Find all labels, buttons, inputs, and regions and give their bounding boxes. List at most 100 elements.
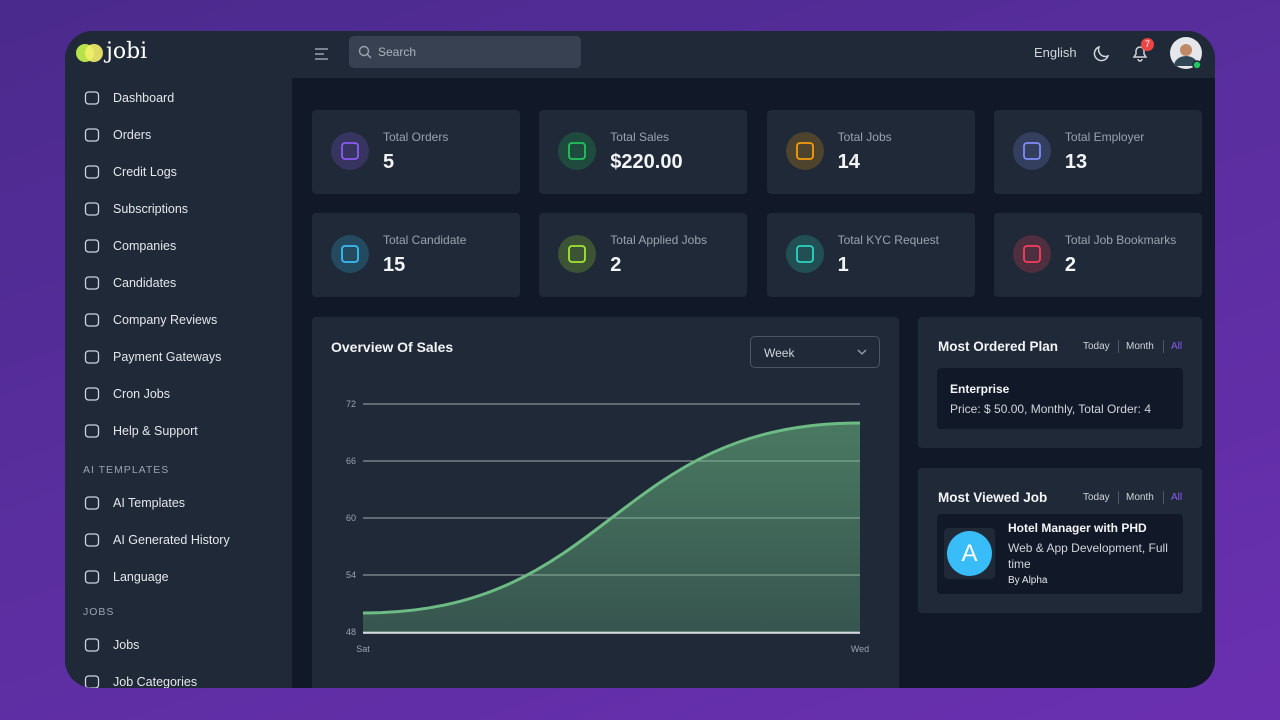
icon-bg: [331, 235, 369, 273]
search-placeholder: Search: [378, 45, 417, 59]
icon-shape: [84, 350, 100, 364]
job-company: By Alpha: [1008, 575, 1048, 586]
icon-glyph: [341, 142, 359, 160]
icon-shape: [84, 675, 100, 688]
stat-value: 2: [1064, 254, 1077, 276]
menu-icon: [84, 638, 100, 652]
panel-title: Most Viewed Job: [938, 490, 1048, 505]
icon-shape: [84, 496, 100, 510]
filter-tab[interactable]: Month: [1126, 492, 1154, 503]
icon-shape: [84, 239, 100, 253]
y-tick-label: 48: [346, 627, 356, 637]
filter-tab[interactable]: Today: [1083, 341, 1110, 352]
stat-card: Total Sales $220.00: [539, 110, 748, 194]
stat-label: Total Applied Jobs: [610, 233, 708, 247]
menu-icon: [84, 128, 100, 142]
stat-icon: [1012, 235, 1051, 273]
job-avatar-box: A: [944, 528, 995, 579]
search-icon: [358, 45, 372, 59]
search-box[interactable]: Search: [349, 36, 581, 68]
icon-shape: [84, 424, 100, 438]
language[interactable]: English: [1034, 45, 1077, 60]
menu-item[interactable]: Candidates: [113, 276, 177, 290]
icon-shape: [84, 570, 100, 584]
menu-icon: [84, 313, 100, 327]
chart: 48 54 60 66 72 Sat Wed: [346, 399, 869, 654]
menu-item[interactable]: Company Reviews: [113, 313, 218, 327]
stat-label: Total Employer: [1064, 130, 1145, 144]
stat-card: Total Applied Jobs 2: [539, 213, 748, 297]
menu-icon: [84, 496, 100, 510]
avatar-letter: A: [961, 540, 978, 567]
logo-mark: [76, 44, 103, 62]
y-tick-label: 60: [346, 513, 356, 523]
job-avatar: A: [947, 531, 992, 576]
stat-label: Total Sales: [610, 130, 669, 144]
menu-item[interactable]: AI Templates: [113, 496, 186, 510]
icon-bg: [558, 132, 597, 170]
job-card[interactable]: A Hotel Manager with PHD Web & App Develop…: [937, 514, 1183, 594]
icon-bg: [331, 132, 369, 170]
notification-badge: 7: [1141, 38, 1154, 51]
avatar: [1170, 37, 1202, 70]
icon-shape: [84, 91, 100, 105]
stat-value: 14: [837, 151, 860, 173]
menu-item[interactable]: Language: [113, 570, 169, 584]
notifications: [1132, 46, 1148, 62]
period-value: Week: [764, 346, 795, 360]
icon-shape: [84, 638, 100, 652]
app-window: jobi Dashboard Orders Credit Logs Subscripti…: [65, 31, 1215, 688]
menu-icon: [84, 570, 100, 584]
menu-item[interactable]: Companies: [113, 239, 177, 253]
menu-item[interactable]: Help & Support: [113, 424, 198, 438]
stat-value: 1: [837, 254, 849, 276]
stat-icon: [558, 132, 597, 170]
search-glass: [358, 45, 370, 57]
stat-card: Total KYC Request 1: [766, 213, 975, 297]
plan-card: Enterprise Price: $ 50.00, Monthly, Total…: [937, 368, 1183, 429]
menu-item[interactable]: Payment Gateways: [113, 350, 222, 364]
area: [363, 423, 860, 632]
x-tick-label: Sat: [356, 644, 370, 654]
brand: jobi: [106, 39, 148, 64]
icon-shape: [84, 533, 100, 547]
filter-tab[interactable]: Today: [1083, 492, 1110, 503]
menu-item[interactable]: Dashboard: [113, 91, 175, 105]
menu-item[interactable]: AI Generated History: [113, 533, 230, 547]
icon-shape: [84, 313, 100, 327]
icon-glyph: [795, 142, 814, 160]
menu-item[interactable]: Cron Jobs: [113, 387, 170, 401]
period-select[interactable]: Week: [750, 336, 880, 368]
search-handle: [367, 54, 372, 59]
online-dot: [1192, 60, 1202, 70]
stat-icon: [785, 235, 824, 273]
sidebar: jobi Dashboard Orders Credit Logs Subscripti…: [65, 31, 292, 688]
filter-tab[interactable]: All: [1171, 341, 1183, 352]
section-heading: JOBS: [83, 606, 115, 618]
chevron: [857, 349, 867, 355]
menu-icon: [84, 533, 100, 547]
menu-item[interactable]: Job Categories: [113, 675, 198, 688]
menu-item[interactable]: Subscriptions: [113, 202, 189, 216]
stat-card: Total Candidate 15: [312, 213, 520, 297]
menu-item[interactable]: Orders: [113, 128, 152, 142]
menu-item[interactable]: Credit Logs: [113, 165, 177, 179]
menu-icon: [84, 276, 100, 290]
icon-shape: [84, 387, 100, 401]
icon-glyph: [795, 245, 814, 263]
y-tick-label: 66: [346, 456, 356, 466]
header: Search English 7: [292, 31, 1215, 78]
icon-glyph: [1022, 142, 1041, 160]
avatar-face: [1180, 44, 1192, 56]
side-panel: Most Viewed Job Today Month All A Hotel Manag…: [918, 468, 1202, 613]
icon-shape: [84, 128, 100, 142]
menu-item[interactable]: Jobs: [113, 638, 140, 652]
filter-tab[interactable]: Month: [1126, 341, 1154, 352]
icon-shape: [84, 276, 100, 290]
stat-label: Total Candidate: [383, 233, 467, 247]
menu-icon: [84, 350, 100, 364]
moon: [1093, 45, 1110, 62]
filter-tab[interactable]: All: [1171, 492, 1183, 503]
stat-label: Total Orders: [383, 130, 449, 144]
